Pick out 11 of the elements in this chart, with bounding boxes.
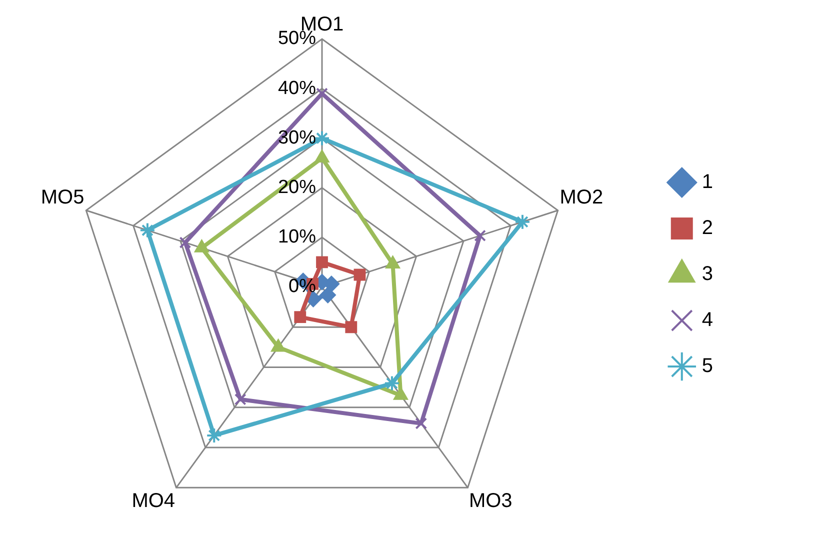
spoke-label: MO4 [132,490,176,512]
legend-label: 1 [702,171,713,194]
spoke-label: MO2 [560,186,604,208]
legend-label: 5 [702,355,713,378]
legend-label: 4 [702,309,713,332]
legend-label: 3 [702,263,713,286]
spoke-label: MO3 [468,490,512,512]
legend-label: 2 [702,217,713,240]
y-tick-label: 40% [278,78,316,99]
y-tick-label: 10% [278,226,316,248]
spoke-label: MO5 [40,186,84,208]
